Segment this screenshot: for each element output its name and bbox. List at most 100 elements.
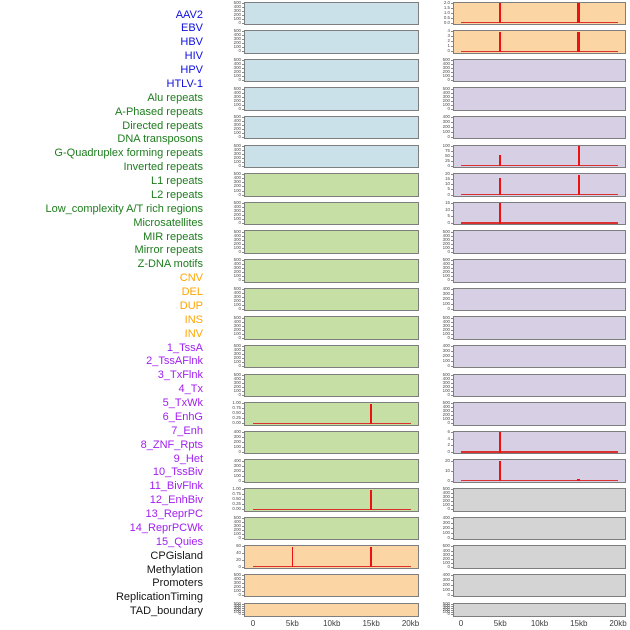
- y-tick-mark: [242, 432, 244, 433]
- y-tick-mark: [242, 43, 244, 45]
- y-tick-mark: [451, 419, 453, 421]
- row-label: 15_Quies: [155, 535, 203, 548]
- y-tick-mark: [242, 264, 244, 266]
- y-tick-mark: [451, 194, 453, 196]
- profile-panel: [244, 402, 419, 426]
- y-tick-mark: [451, 203, 453, 205]
- y-tick-label: 300: [442, 408, 450, 414]
- y-tick-mark: [451, 501, 453, 503]
- y-tick-mark: [451, 67, 453, 69]
- y-tick-label: 6: [447, 429, 450, 435]
- y-tick-mark: [242, 337, 244, 339]
- y-tick-label: 500: [442, 372, 450, 377]
- row-label: L1 repeats: [151, 175, 203, 187]
- y-tick-label: 200: [233, 155, 241, 161]
- y-tick-mark: [451, 546, 453, 548]
- y-tick-mark: [242, 260, 244, 262]
- y-tick-label: 400: [233, 318, 241, 324]
- y-tick-label: 100: [233, 472, 241, 478]
- y-tick-label: 0: [447, 420, 450, 426]
- y-tick-label: 0: [238, 134, 241, 140]
- y-tick-mark: [242, 509, 244, 511]
- y-tick-mark: [242, 157, 244, 159]
- y-tick-mark: [242, 595, 244, 597]
- y-tick-label: 1.0: [443, 10, 450, 15]
- row-label: EBV: [180, 22, 203, 35]
- row-label: INV: [184, 327, 203, 340]
- profile-panel: [453, 1, 626, 25]
- y-tick-label: 0: [238, 191, 241, 197]
- row-label: Promoters: [152, 577, 203, 590]
- y-tick-label: 300: [233, 580, 241, 586]
- y-tick-mark: [242, 100, 244, 102]
- y-tick-label: 300: [442, 322, 450, 328]
- y-tick-mark: [242, 35, 244, 37]
- y-tick-mark: [451, 12, 453, 14]
- y-tick-label: 100: [442, 301, 450, 307]
- y-tick-label: 0: [238, 392, 241, 398]
- y-tick-mark: [451, 614, 453, 616]
- y-tick-label: 200: [442, 353, 450, 359]
- y-tick-mark: [451, 104, 453, 106]
- y-tick-mark: [451, 603, 453, 605]
- y-tick-mark: [451, 493, 453, 495]
- signal-spike: [577, 174, 580, 196]
- y-tick-mark: [242, 67, 244, 69]
- y-tick-mark: [242, 296, 244, 298]
- y-tick-mark: [451, 527, 453, 529]
- profile-panel: [453, 545, 626, 569]
- y-tick-label: 0: [447, 163, 450, 169]
- y-tick-label: 400: [442, 572, 450, 578]
- y-tick-mark: [242, 174, 244, 176]
- signal-baseline: [461, 165, 618, 167]
- y-tick-mark: [451, 303, 453, 305]
- y-tick-mark: [242, 117, 244, 119]
- profile-panel: [244, 115, 419, 140]
- y-tick-label: 300: [233, 179, 241, 185]
- y-tick-mark: [242, 92, 244, 94]
- row-label: Directed repeats: [122, 119, 203, 132]
- y-tick-mark: [242, 452, 244, 454]
- y-tick-mark: [451, 132, 453, 134]
- y-tick-mark: [451, 411, 453, 413]
- y-tick-label: 4: [447, 28, 450, 34]
- y-tick-mark: [242, 276, 244, 278]
- y-tick-label: 500: [233, 257, 241, 263]
- signal-baseline: [253, 422, 411, 425]
- profile-panel: [453, 430, 626, 455]
- y-tick-label: 200: [233, 126, 241, 132]
- y-tick-label: 400: [442, 89, 450, 95]
- signal-spike: [577, 478, 581, 482]
- y-tick-label: 200: [442, 384, 450, 390]
- row-label: 4_Tx: [178, 383, 203, 396]
- y-tick-mark: [242, 125, 244, 127]
- y-tick-label: 0: [447, 220, 450, 226]
- y-tick-mark: [242, 223, 244, 225]
- signal-spike: [369, 546, 373, 568]
- y-tick-mark: [242, 521, 244, 523]
- y-tick-mark: [242, 610, 244, 612]
- signal-spike: [499, 31, 502, 53]
- y-tick-mark: [451, 174, 453, 176]
- y-tick-mark: [242, 272, 244, 274]
- y-tick-mark: [242, 579, 244, 581]
- y-tick-mark: [451, 264, 453, 266]
- y-tick-mark: [242, 525, 244, 527]
- row-label: 9_Het: [173, 452, 203, 465]
- y-tick-label: 400: [233, 118, 241, 124]
- y-tick-label: 0: [447, 249, 450, 254]
- y-tick-mark: [242, 243, 244, 245]
- y-tick-label: 0: [447, 449, 450, 455]
- y-tick-mark: [451, 31, 453, 33]
- y-tick-label: 1: [447, 43, 450, 49]
- y-tick-label: 0: [447, 105, 450, 111]
- x-tick-label: 0: [458, 618, 464, 628]
- y-tick-label: 200: [233, 384, 241, 390]
- row-label: Mirror repeats: [134, 244, 203, 257]
- y-tick-mark: [451, 438, 453, 440]
- y-tick-label: 200: [233, 326, 241, 332]
- y-tick-mark: [242, 203, 244, 205]
- y-tick-mark: [242, 325, 244, 327]
- y-tick-label: 0: [447, 506, 450, 512]
- y-tick-mark: [451, 179, 453, 181]
